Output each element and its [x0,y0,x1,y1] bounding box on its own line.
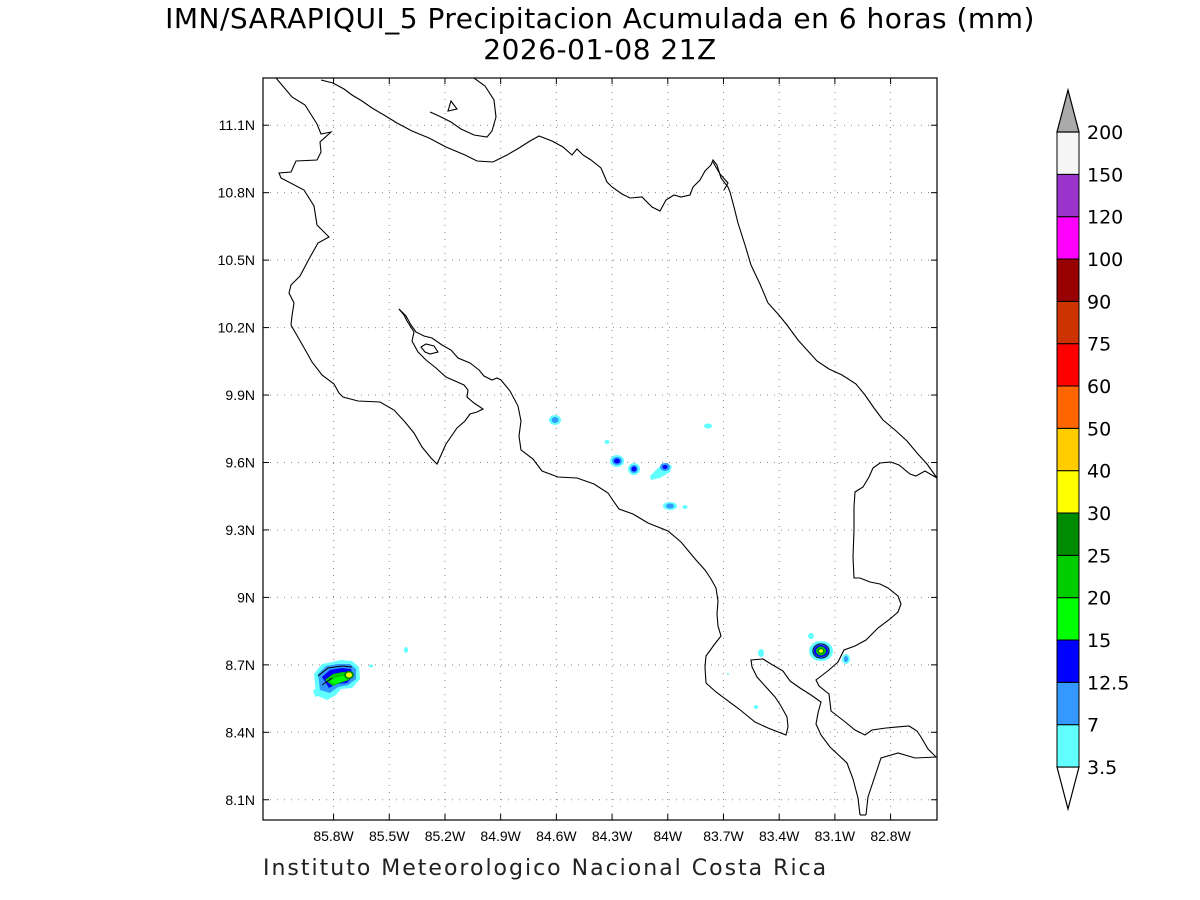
y-tick-label-3: 9N [237,589,255,605]
colorbar-label-15: 200 [1087,122,1123,144]
caribbean-coast [865,752,938,816]
colorbar-label-7: 40 [1087,461,1111,483]
x-tick-label-0: 85.8W [313,828,354,844]
gridlines [263,78,937,820]
colorbar-swatch-7 [1056,427,1080,472]
colorbar-swatch-6 [1056,470,1080,514]
x-tick-label-9: 83.1W [815,828,856,844]
x-tick-label-8: 83.4W [759,828,800,844]
colorbar-swatch-14 [1056,131,1080,175]
y-tick-label-5: 9.6N [225,454,255,470]
colorbar-swatch-4 [1056,554,1080,599]
x-tick-label-3: 84.9W [480,828,521,844]
x-tick-label-4: 84.6W [536,828,577,844]
y-tick-label-6: 9.9N [225,387,255,403]
osa-coast [815,461,938,758]
y-tick-label-9: 10.8N [218,185,255,201]
x-tick-label-7: 83.7W [703,828,744,844]
colorbar-label-14: 150 [1087,164,1123,186]
gulf-island [420,343,439,355]
colorbar: 3.5 7 12.5 15 20 25 30 40 50 60 75 90 100 120 150 200 [1056,87,1129,812]
colorbar-label-0: 3.5 [1087,757,1117,779]
y-tick-label-1: 8.4N [225,724,255,740]
colorbar-label-3: 15 [1087,630,1111,652]
x-tick-label-10: 82.8W [870,828,911,844]
y-tick-label-0: 8.1N [225,792,255,808]
x-tick-label-6: 84W [653,828,683,844]
x-axis: 85.8W 85.5W 85.2W 84.9W 84.6W 84.3W 84W 83.7W 83… [313,78,912,844]
colorbar-label-13: 120 [1087,207,1123,229]
colorbar-swatch-3 [1056,597,1080,641]
colorbar-swatch-5 [1056,512,1080,556]
map-title: IMN/SARAPIQUI_5 Precipitacion Acumulada … [165,2,1035,35]
y-tick-label-7: 10.2N [218,320,255,336]
colorbar-upper-arrow [1056,87,1080,133]
precipitation-layer [313,415,850,709]
lake-island [447,99,458,112]
colorbar-label-2: 12.5 [1087,672,1129,694]
x-tick-label-1: 85.5W [369,828,410,844]
colorbar-label-11: 90 [1087,291,1111,313]
colorbar-swatch-8 [1056,385,1080,429]
y-tick-label-10: 11.1N [219,117,255,133]
colorbar-swatch-2 [1056,639,1080,683]
colorbar-swatch-0 [1056,724,1080,768]
nicaragua-border-line [275,77,485,465]
precip-area-central [549,415,712,510]
precip-area-caribbean [727,633,850,709]
colorbar-swatch-10 [1056,300,1080,345]
colorbar-swatch-9 [1056,343,1080,387]
precip-area-nicoya [313,647,408,700]
colorbar-label-1: 7 [1087,715,1099,737]
colorbar-lower-arrow [1056,766,1080,812]
colorbar-swatch-13 [1056,173,1080,218]
colorbar-swatch-12 [1056,216,1080,260]
gulf-nicoya-coast [398,308,861,816]
lake-nicaragua-shore [429,77,497,138]
colorbar-label-6: 30 [1087,503,1111,525]
colorbar-swatch-11 [1056,258,1080,302]
map-timestamp: 2026-01-08 21Z [483,33,717,66]
x-tick-label-2: 85.2W [425,828,466,844]
colorbar-label-5: 25 [1087,545,1111,567]
colorbar-label-8: 50 [1087,418,1111,440]
colorbar-label-4: 20 [1087,588,1111,610]
y-tick-label-4: 9.3N [225,522,255,538]
colorbar-swatch-1 [1056,681,1080,726]
coastline-layer [275,77,938,816]
river-mouth [712,161,729,191]
colorbar-label-9: 60 [1087,376,1111,398]
y-tick-label-2: 8.7N [225,657,255,673]
caribbean-north-coast [320,79,938,479]
footer-credit: Instituto Meteorologico Nacional Costa R… [263,856,829,881]
y-axis: 8.1N 8.4N 8.7N 9N 9.3N 9.6N 9.9N 10.2N 10.5N 10.8… [218,117,937,808]
x-tick-label-5: 84.3W [592,828,633,844]
y-tick-label-8: 10.5N [218,252,255,268]
colorbar-label-12: 100 [1087,249,1123,271]
plot-frame [262,77,938,821]
colorbar-label-10: 75 [1087,334,1111,356]
